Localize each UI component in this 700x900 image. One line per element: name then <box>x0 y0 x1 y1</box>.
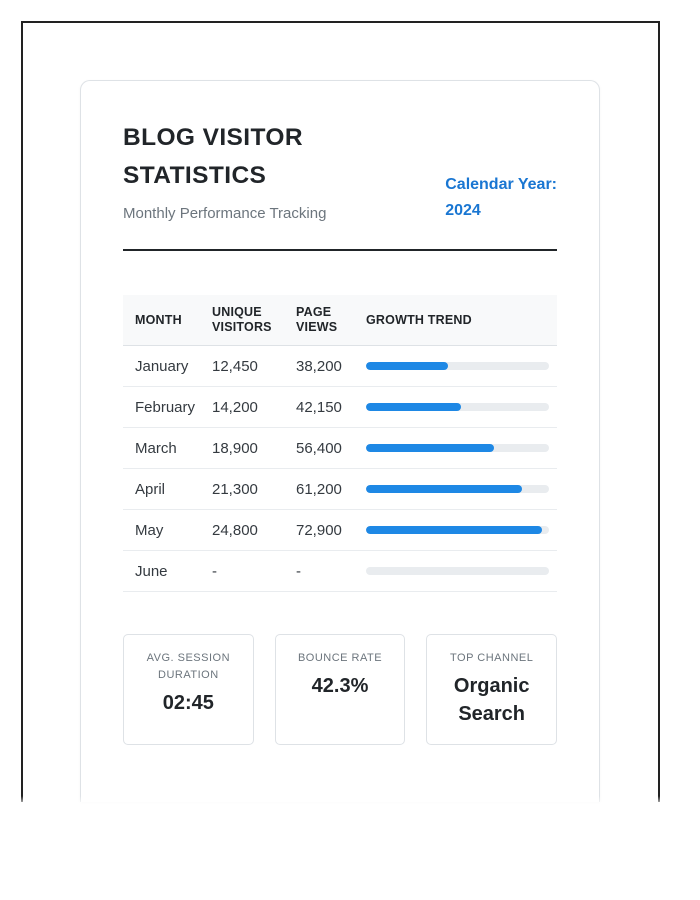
month-cell: May <box>123 509 200 551</box>
growth-bar-fill <box>366 444 495 452</box>
calendar-year-block: Calendar Year: 2024 <box>445 172 557 225</box>
table-row: April 21,300 61,200 <box>123 468 557 510</box>
table-row: May 24,800 72,900 <box>123 509 557 551</box>
column-header-growth-trend: GROWTH TREND <box>354 295 557 346</box>
stat-cards: AVG. SESSION DURATION 02:45 BOUNCE RATE … <box>123 634 558 745</box>
page-views-cell: 56,400 <box>284 427 354 469</box>
growth-trend-cell <box>354 509 557 551</box>
unique-visitors-cell: 24,800 <box>200 509 284 551</box>
growth-trend-cell <box>354 427 557 469</box>
month-cell: February <box>123 386 200 428</box>
unique-visitors-cell: 18,900 <box>200 427 284 469</box>
stat-card-value: 02:45 <box>162 692 214 714</box>
column-header-month: MONTH <box>123 295 200 346</box>
stat-card-value: 42.3% <box>311 675 369 697</box>
month-cell: January <box>123 345 200 387</box>
unique-visitors-cell: 14,200 <box>200 386 284 428</box>
unique-visitors-cell: 21,300 <box>200 468 284 510</box>
stat-card-label: BOUNCE RATE <box>297 652 383 664</box>
growth-bar-track <box>366 362 549 370</box>
page-border-frame <box>21 21 660 802</box>
growth-trend-cell <box>354 468 557 510</box>
title-block: BLOG VISITOR STATISTICS Monthly Performa… <box>123 119 413 225</box>
calendar-year-value: 2024 <box>445 202 481 219</box>
report-card: BLOG VISITOR STATISTICS Monthly Performa… <box>80 80 600 802</box>
page-subtitle: Monthly Performance Tracking <box>123 205 327 222</box>
growth-bar-track <box>366 526 549 534</box>
growth-bar-track <box>366 444 549 452</box>
stats-table-body: January 12,450 38,200 February 14,200 42… <box>123 345 557 592</box>
unique-visitors-cell: - <box>200 550 284 592</box>
report-header: BLOG VISITOR STATISTICS Monthly Performa… <box>123 119 557 225</box>
table-row: January 12,450 38,200 <box>123 345 557 387</box>
stat-card-label: AVG. SESSION DURATION <box>146 652 231 681</box>
column-header-unique-visitors: UNIQUE VISITORS <box>200 295 284 346</box>
header-divider <box>123 249 557 251</box>
stat-card-value: Organic Search <box>453 675 530 725</box>
table-row: June - - <box>123 550 557 592</box>
growth-trend-cell <box>354 345 557 387</box>
page-views-cell: 72,900 <box>284 509 354 551</box>
growth-bar-track <box>366 485 549 493</box>
page-title: BLOG VISITOR STATISTICS <box>123 124 303 189</box>
growth-trend-cell <box>354 386 557 428</box>
growth-bar-fill <box>366 485 522 493</box>
page-views-cell: 42,150 <box>284 386 354 428</box>
growth-bar-track <box>366 567 549 575</box>
table-row: February 14,200 42,150 <box>123 386 557 428</box>
stats-table-head: MONTH UNIQUE VISITORS PAGE VIEWS GROWTH … <box>123 295 557 346</box>
table-row: March 18,900 56,400 <box>123 427 557 469</box>
stats-table: MONTH UNIQUE VISITORS PAGE VIEWS GROWTH … <box>123 295 557 592</box>
growth-bar-fill <box>366 362 449 370</box>
unique-visitors-cell: 12,450 <box>200 345 284 387</box>
calendar-year-label: Calendar Year: <box>445 176 557 193</box>
growth-trend-cell <box>354 550 557 592</box>
growth-bar-fill <box>366 526 542 534</box>
growth-bar-fill <box>366 403 462 411</box>
page-views-cell: 61,200 <box>284 468 354 510</box>
stat-card: AVG. SESSION DURATION 02:45 <box>123 634 254 745</box>
page-views-cell: - <box>284 550 354 592</box>
stat-card: TOP CHANNEL Organic Search <box>426 634 558 745</box>
page-views-cell: 38,200 <box>284 345 354 387</box>
month-cell: March <box>123 427 200 469</box>
stat-card: BOUNCE RATE 42.3% <box>274 634 406 745</box>
month-cell: April <box>123 468 200 510</box>
stat-card-label: TOP CHANNEL <box>450 652 534 664</box>
growth-bar-track <box>366 403 549 411</box>
column-header-page-views: PAGE VIEWS <box>284 295 354 346</box>
month-cell: June <box>123 550 200 592</box>
